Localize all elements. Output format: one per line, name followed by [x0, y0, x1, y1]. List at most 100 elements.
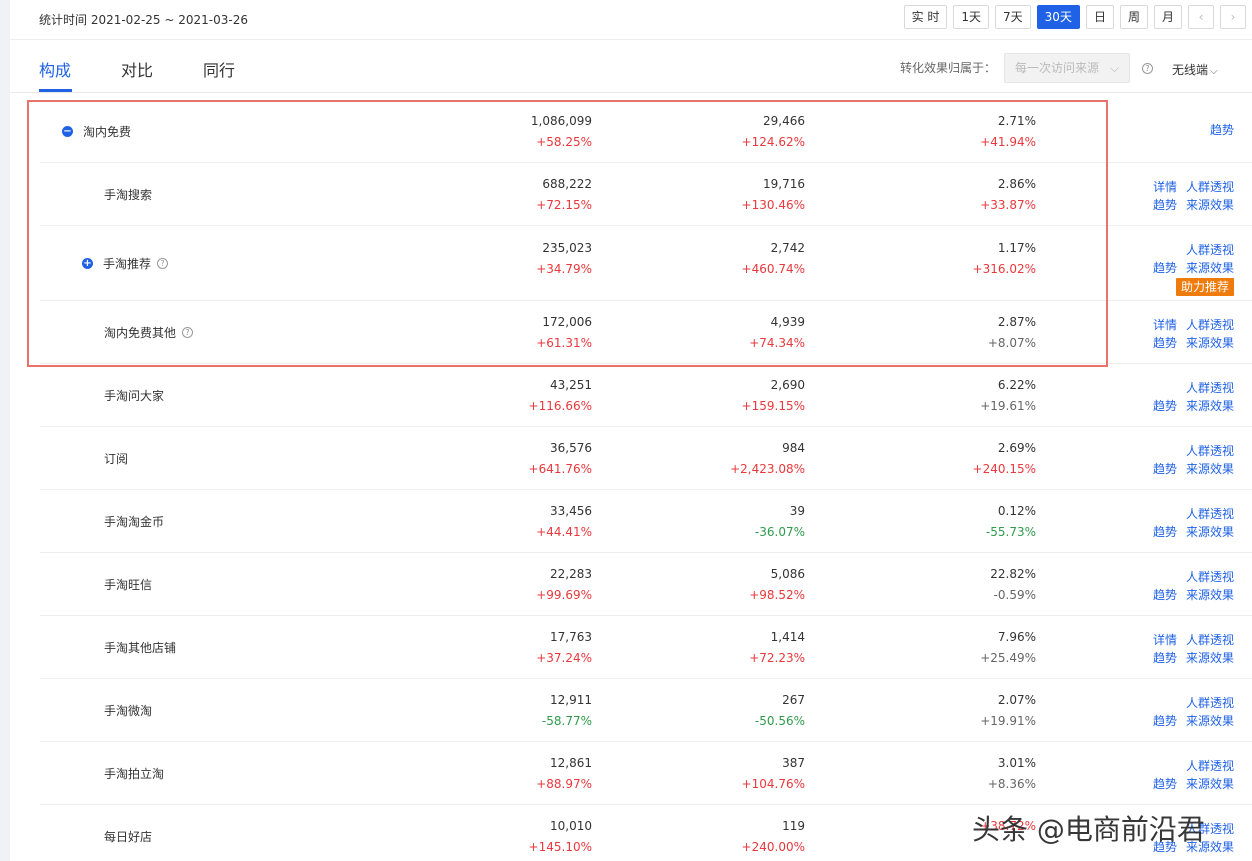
boost-recommend-badge[interactable]: 助力推荐 [1175, 278, 1234, 296]
help-icon[interactable]: ? [157, 257, 169, 269]
audience-insight-link[interactable]: 人群透视 [1185, 444, 1234, 458]
visitors-change: +72.15% [536, 198, 592, 212]
source-name-cell: 淘内免费其他 ? [104, 301, 194, 363]
help-icon[interactable]: ? [182, 326, 194, 338]
audience-insight-link[interactable]: 人群透视 [1185, 570, 1234, 584]
conversion-cell: 3.01% +8.36% [988, 753, 1036, 795]
tab-compare[interactable]: 对比 [121, 61, 154, 80]
trend-link[interactable]: 趋势 [1152, 198, 1177, 212]
buyers-value: 39 [789, 504, 805, 518]
trend-link[interactable]: 趋势 [1152, 525, 1177, 539]
visitors-value: 688,222 [542, 177, 592, 191]
audience-insight-link[interactable]: 人群透视 [1185, 318, 1234, 332]
source-effect-link[interactable]: 来源效果 [1185, 399, 1234, 413]
trend-link[interactable]: 趋势 [1209, 123, 1234, 137]
row-actions: 人群透视 趋势 来源效果 [1144, 379, 1234, 415]
buyers-value: 5,086 [770, 567, 805, 581]
device-select[interactable]: 无线端 ⌵ [1172, 61, 1218, 78]
next-period-button[interactable]: › [1220, 5, 1246, 29]
buyers-change: +460.74% [741, 262, 805, 276]
details-link[interactable]: 详情 [1152, 180, 1177, 194]
attribution-select[interactable]: 每一次访问来源 ⌵ [1004, 53, 1130, 83]
buyers-change: +72.23% [749, 651, 805, 665]
visitors-cell: 36,576 +641.76% [529, 438, 592, 480]
period-day-button[interactable]: 日 [1085, 5, 1114, 29]
audience-insight-link[interactable]: 人群透视 [1185, 381, 1234, 395]
trend-link[interactable]: 趋势 [1152, 462, 1177, 476]
tab-peers[interactable]: 同行 [203, 61, 236, 80]
source-effect-link[interactable]: 来源效果 [1185, 261, 1234, 275]
visitors-cell: 12,911 -58.77% [542, 690, 592, 732]
action-line: 趋势 来源效果 [1144, 775, 1234, 793]
trend-link[interactable]: 趋势 [1152, 588, 1177, 602]
audience-insight-link[interactable]: 人群透视 [1185, 822, 1234, 836]
period-week-button[interactable]: 周 [1119, 5, 1148, 29]
conversion-cell: 22.82% -0.59% [990, 564, 1036, 606]
period-30day-button[interactable]: 30天 [1036, 5, 1080, 29]
period-7day-button[interactable]: 7天 [995, 5, 1031, 29]
table-row: + 手淘推荐 ? 235,023 +34.79% 2,742 +460.74% 1.… [40, 226, 1252, 301]
source-effect-link[interactable]: 来源效果 [1185, 198, 1234, 212]
visitors-change: -58.77% [541, 714, 592, 728]
source-effect-link[interactable]: 来源效果 [1185, 714, 1234, 728]
action-line: 趋势 [1201, 121, 1234, 139]
collapse-icon[interactable]: − [62, 125, 73, 137]
trend-link[interactable]: 趋势 [1152, 777, 1177, 791]
audience-insight-link[interactable]: 人群透视 [1185, 243, 1234, 257]
trend-link[interactable]: 趋势 [1152, 261, 1177, 275]
buyers-change: +74.34% [749, 336, 805, 350]
table-row: 手淘淘金币 33,456 +44.41% 39 -36.07% 0.12% -55.7… [40, 490, 1252, 553]
audience-insight-link[interactable]: 人群透视 [1185, 696, 1234, 710]
period-month-button[interactable]: 月 [1153, 5, 1182, 29]
audience-insight-link[interactable]: 人群透视 [1185, 633, 1234, 647]
visitors-value: 17,763 [550, 630, 592, 644]
buyers-value: 2,690 [770, 378, 805, 392]
prev-period-button[interactable]: ‹ [1188, 5, 1214, 29]
trend-link[interactable]: 趋势 [1152, 651, 1177, 665]
period-realtime-button[interactable]: 实 时 [903, 5, 948, 29]
conversion-change: +33.87% [980, 198, 1036, 212]
action-line: 详情 人群透视 [1144, 178, 1234, 196]
table-row: 订阅 36,576 +641.76% 984 +2,423.08% 2.69% +24… [40, 427, 1252, 490]
expand-icon[interactable]: + [82, 257, 93, 269]
action-line: 趋势 来源效果 [1144, 397, 1234, 415]
source-effect-link[interactable]: 来源效果 [1185, 336, 1234, 350]
page: 统计时间 2021-02-25 ~ 2021-03-26 实 时 1天 7天 3… [10, 0, 1252, 861]
tab-composition[interactable]: 构成 [39, 61, 72, 80]
source-effect-link[interactable]: 来源效果 [1185, 840, 1234, 854]
conversion-change: -0.59% [993, 588, 1036, 602]
buyers-change: +2,423.08% [730, 462, 805, 476]
help-icon[interactable]: ? [1142, 63, 1153, 74]
details-link[interactable]: 详情 [1152, 318, 1177, 332]
details-link[interactable]: 详情 [1152, 633, 1177, 647]
visitors-cell: 172,006 +61.31% [536, 312, 592, 354]
buyers-change: +240.00% [741, 840, 805, 854]
visitors-change: +58.25% [536, 135, 592, 149]
source-name: 手淘搜索 [104, 187, 153, 202]
action-line: 人群透视 [1144, 379, 1234, 397]
trend-link[interactable]: 趋势 [1152, 399, 1177, 413]
buyers-change: +104.76% [741, 777, 805, 791]
source-effect-link[interactable]: 来源效果 [1185, 462, 1234, 476]
audience-insight-link[interactable]: 人群透视 [1185, 759, 1234, 773]
trend-link[interactable]: 趋势 [1152, 336, 1177, 350]
conversion-change: +316.02% [972, 262, 1036, 276]
trend-link[interactable]: 趋势 [1152, 840, 1177, 854]
row-actions: 人群透视 趋势 来源效果 [1144, 757, 1234, 793]
buyers-value: 29,466 [763, 114, 805, 128]
conversion-cell: 1.17% +316.02% [973, 238, 1036, 280]
action-line: 人群透视 [1144, 820, 1234, 838]
action-line: 趋势 来源效果 [1144, 259, 1234, 277]
source-name-cell: 手淘淘金币 [104, 490, 164, 552]
row-actions: 详情 人群透视 趋势 来源效果 [1144, 178, 1234, 214]
source-effect-link[interactable]: 来源效果 [1185, 588, 1234, 602]
source-name-cell: 手淘拍立淘 [104, 742, 164, 804]
period-1day-button[interactable]: 1天 [953, 5, 990, 29]
source-effect-link[interactable]: 来源效果 [1185, 651, 1234, 665]
source-effect-link[interactable]: 来源效果 [1185, 525, 1234, 539]
audience-insight-link[interactable]: 人群透视 [1185, 507, 1234, 521]
table-row: − 淘内免费 1,086,099 +58.25% 29,466 +124.62% 2… [40, 100, 1252, 163]
source-effect-link[interactable]: 来源效果 [1185, 777, 1234, 791]
trend-link[interactable]: 趋势 [1152, 714, 1177, 728]
audience-insight-link[interactable]: 人群透视 [1185, 180, 1234, 194]
